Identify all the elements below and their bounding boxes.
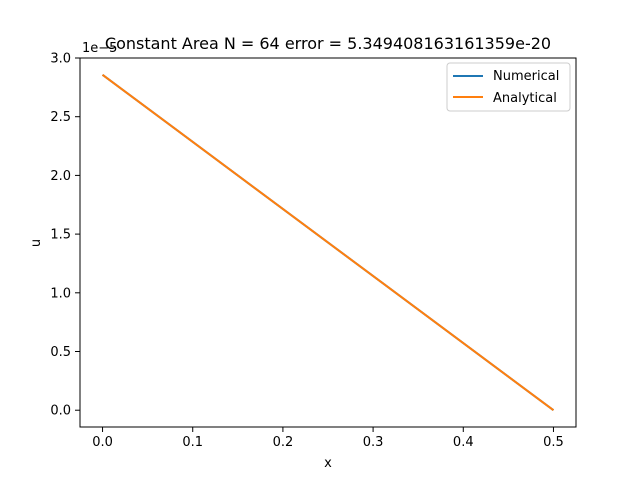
series-line-analytical bbox=[101, 73, 555, 412]
x-tick-label: 0.0 bbox=[92, 435, 113, 450]
y-offset-label: 1e−5 bbox=[82, 41, 117, 56]
y-tick-label: 3.0 bbox=[50, 52, 71, 67]
legend-label-numerical: Numerical bbox=[493, 69, 559, 84]
x-tick-label: 0.5 bbox=[543, 435, 564, 450]
x-tick-label: 0.1 bbox=[182, 435, 203, 450]
y-tick-label: 1.0 bbox=[50, 286, 71, 301]
x-axis: 0.0 0.1 0.2 0.3 0.4 0.5 bbox=[92, 427, 564, 450]
chart-title: Constant Area N = 64 error = 5.349408163… bbox=[105, 34, 551, 53]
legend-label-analytical: Analytical bbox=[493, 91, 557, 106]
y-tick-label: 0.0 bbox=[50, 404, 71, 419]
y-axis-label: u bbox=[29, 239, 44, 247]
plot-area-frame bbox=[79, 57, 577, 428]
x-tick-label: 0.4 bbox=[453, 435, 474, 450]
x-tick-label: 0.2 bbox=[273, 435, 294, 450]
y-tick-label: 2.5 bbox=[50, 110, 71, 125]
plot-lines bbox=[101, 73, 555, 412]
y-tick-label: 2.0 bbox=[50, 169, 71, 184]
y-tick-label: 0.5 bbox=[50, 345, 71, 360]
x-axis-label: x bbox=[324, 456, 332, 471]
x-tick-label: 0.3 bbox=[363, 435, 384, 450]
y-axis: 0.0 0.5 1.0 1.5 2.0 2.5 3.0 bbox=[50, 52, 80, 419]
legend: Numerical Analytical bbox=[446, 62, 571, 112]
y-tick-label: 1.5 bbox=[50, 228, 71, 243]
